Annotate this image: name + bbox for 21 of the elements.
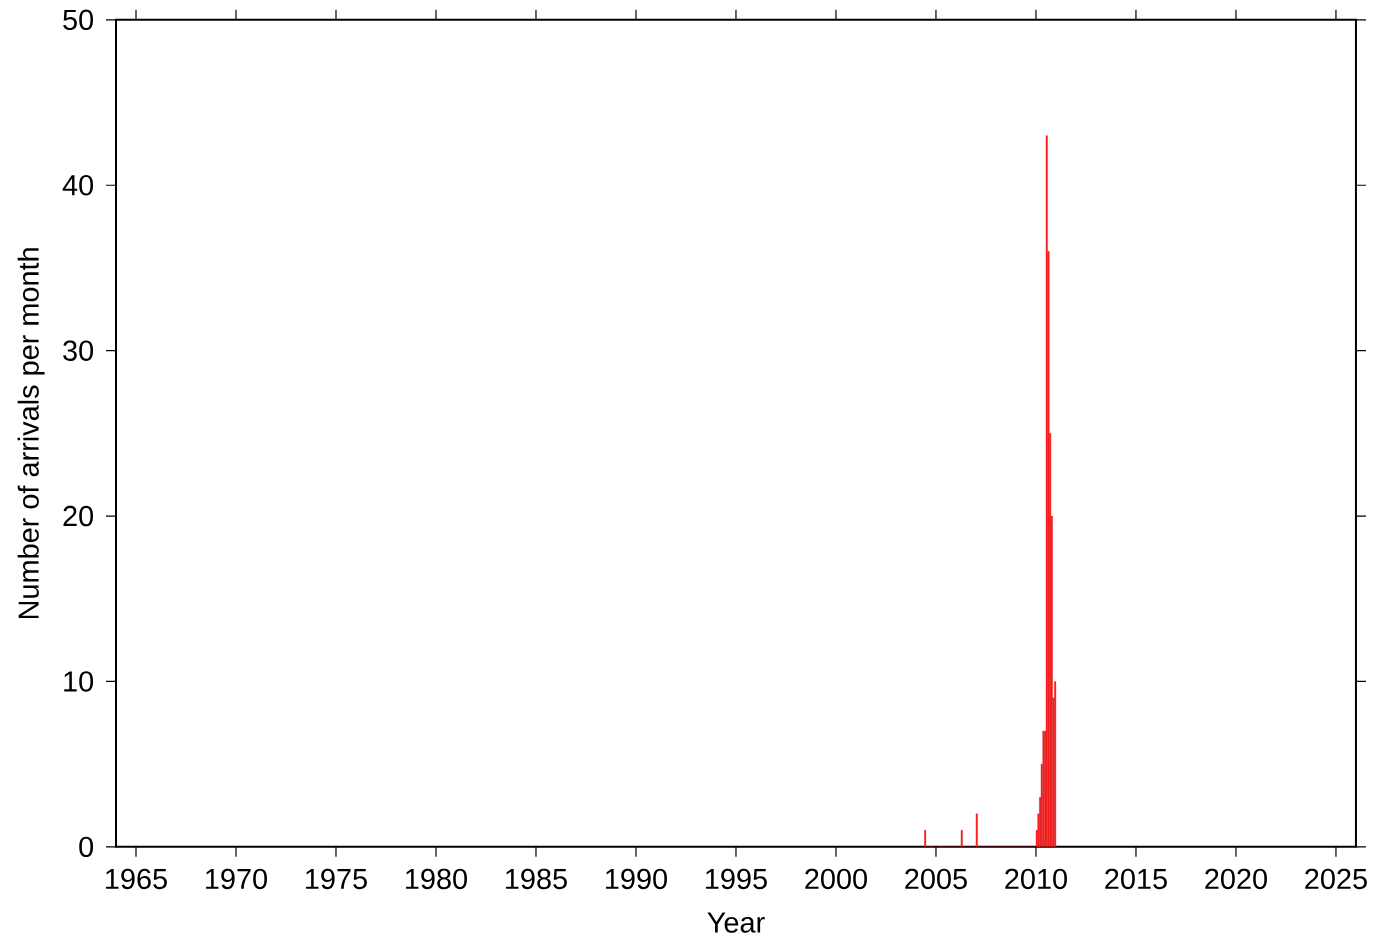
y-axis-title: Number of arrivals per month [17, 248, 45, 619]
x-tick-label: 2010 [1005, 868, 1067, 890]
y-tick-label: 50 [63, 9, 94, 31]
x-tick-label: 1975 [306, 868, 367, 890]
x-tick-label: 2000 [805, 868, 867, 890]
x-tick-label: 1985 [506, 868, 567, 890]
y-tick-label: 30 [63, 340, 94, 361]
y-tick-label: 40 [62, 175, 94, 196]
y-tick-label: 10 [64, 671, 94, 692]
x-tick-label: 2015 [1105, 868, 1167, 890]
y-tick-label: 20 [63, 505, 94, 527]
y-tick-label: 0 [79, 836, 94, 858]
x-tick-label: 1980 [406, 868, 467, 890]
x-tick-label: 1995 [706, 868, 767, 890]
x-tick-label: 2025 [1305, 868, 1367, 890]
x-tick-label: 2005 [905, 868, 967, 890]
x-tick-label: 1990 [606, 868, 667, 890]
x-axis-title: Year [707, 912, 765, 933]
x-tick-label: 1965 [106, 868, 167, 890]
x-tick-label: 1970 [206, 868, 267, 890]
x-tick-label: 2020 [1205, 868, 1267, 890]
